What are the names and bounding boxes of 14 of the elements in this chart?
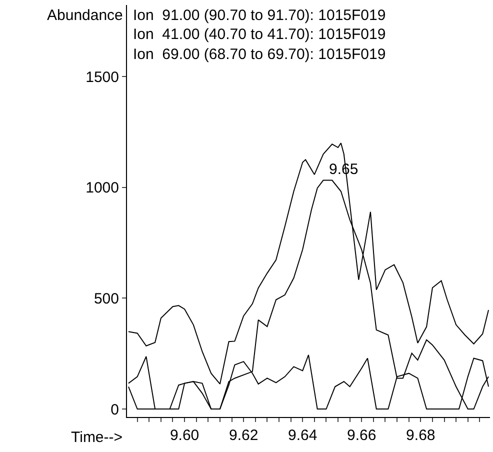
x-tick-label: 9.60 xyxy=(170,427,200,444)
x-tick-label: 9.62 xyxy=(228,427,258,444)
annotation: Ion 41.00 (40.70 to 41.70): 1015F019 xyxy=(133,26,386,43)
y-tick-label: 1500 xyxy=(86,68,119,86)
x-axis-title: Time--> xyxy=(71,429,123,446)
y-axis-title: Abundance xyxy=(47,7,123,24)
y-tick-label: 1000 xyxy=(86,180,119,197)
x-tick-label: 9.66 xyxy=(347,427,376,444)
x-tick-label: 9.68 xyxy=(406,427,436,444)
x-tick-label: 9.64 xyxy=(288,427,318,444)
annotation: Ion 91.00 (90.70 to 91.70): 1015F019 xyxy=(133,7,386,24)
y-tick-label: 500 xyxy=(94,290,119,308)
annotation: Ion 69.00 (68.70 to 69.70): 1015F019 xyxy=(133,46,386,63)
y-tick-label: 0 xyxy=(110,401,119,418)
